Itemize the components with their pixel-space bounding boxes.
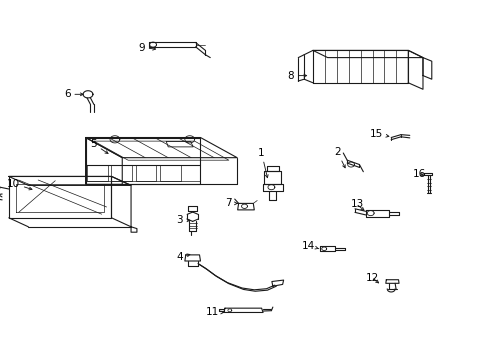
- Text: 8: 8: [287, 71, 306, 81]
- Text: 5: 5: [90, 139, 108, 153]
- Text: 10: 10: [7, 179, 32, 190]
- Text: 4: 4: [176, 252, 189, 262]
- Text: 11: 11: [205, 307, 224, 318]
- Text: 9: 9: [138, 42, 155, 53]
- Text: 7: 7: [225, 198, 237, 208]
- Text: 6: 6: [64, 89, 83, 99]
- Text: 14: 14: [301, 240, 318, 251]
- Text: 13: 13: [349, 199, 363, 210]
- Text: 16: 16: [412, 168, 426, 179]
- Text: 12: 12: [365, 273, 379, 283]
- Text: 3: 3: [176, 215, 189, 225]
- Text: 1: 1: [258, 148, 267, 178]
- Text: 15: 15: [369, 129, 388, 139]
- Text: 2: 2: [333, 147, 345, 168]
